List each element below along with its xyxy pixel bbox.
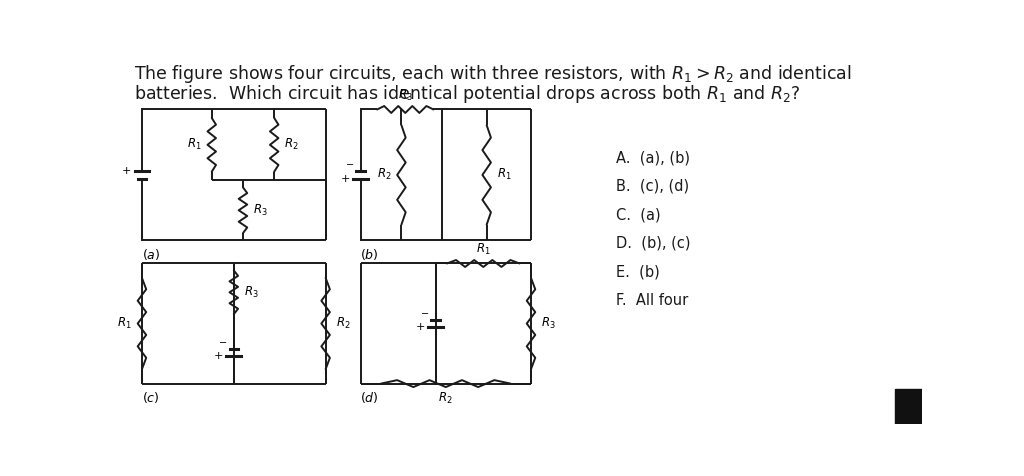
- Text: −: −: [219, 338, 227, 348]
- Text: $(c)$: $(c)$: [142, 390, 160, 405]
- Text: $R_1$: $R_1$: [117, 316, 132, 331]
- Text: The figure shows four circuits, each with three resistors, with $R_1 > R_2$ and : The figure shows four circuits, each wit…: [134, 63, 852, 85]
- Text: $R_3$: $R_3$: [541, 316, 556, 331]
- Text: $(d)$: $(d)$: [360, 390, 379, 405]
- Text: $R_3$: $R_3$: [398, 88, 413, 102]
- Text: $R_1$: $R_1$: [187, 137, 202, 152]
- Text: $R_3$: $R_3$: [253, 203, 267, 218]
- Text: +: +: [122, 166, 131, 176]
- Text: $R_2$: $R_2$: [285, 137, 299, 152]
- Text: A.  (a), (b): A. (a), (b): [616, 150, 690, 166]
- Bar: [895, 389, 922, 424]
- Text: $R_1$: $R_1$: [497, 168, 511, 182]
- Text: +: +: [416, 322, 425, 332]
- Text: −: −: [421, 309, 429, 319]
- Text: $(a)$: $(a)$: [142, 247, 161, 261]
- Text: batteries.  Which circuit has identical potential drops across both $R_1$ and $R: batteries. Which circuit has identical p…: [134, 82, 801, 105]
- Text: D.  (b), (c): D. (b), (c): [616, 236, 691, 251]
- Text: B.  (c), (d): B. (c), (d): [616, 179, 689, 194]
- Text: E.  (b): E. (b): [616, 265, 660, 279]
- Text: $R_2$: $R_2$: [438, 390, 453, 406]
- Text: $R_2$: $R_2$: [377, 168, 391, 182]
- Text: C.  (a): C. (a): [616, 208, 660, 222]
- Text: $R_2$: $R_2$: [336, 316, 350, 331]
- Text: −: −: [346, 160, 354, 170]
- Text: F.  All four: F. All four: [616, 293, 688, 308]
- Text: $R_1$: $R_1$: [476, 241, 490, 257]
- Text: +: +: [341, 174, 350, 184]
- Text: $R_3$: $R_3$: [244, 285, 258, 300]
- Text: +: +: [214, 351, 223, 361]
- Text: $(b)$: $(b)$: [360, 247, 379, 261]
